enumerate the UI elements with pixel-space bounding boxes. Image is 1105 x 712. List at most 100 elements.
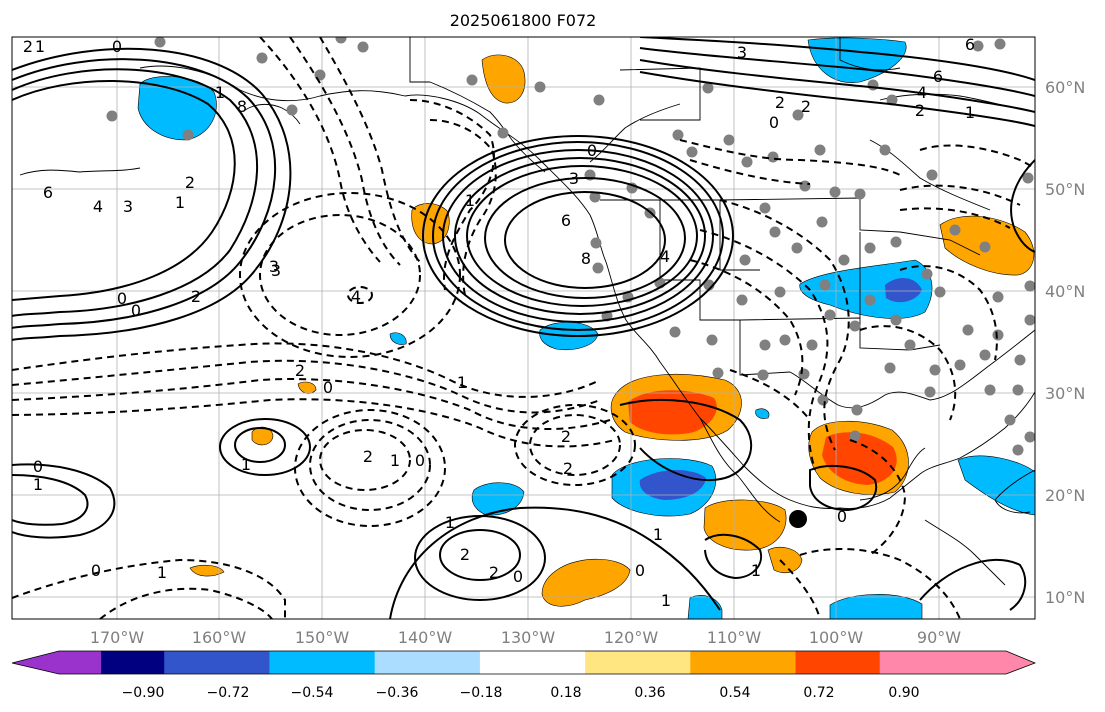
- contour-label: 2: [460, 545, 470, 564]
- map-title: 2025061800 F072: [450, 11, 597, 30]
- contour-label: 1: [35, 37, 45, 56]
- contour-label: 1: [175, 193, 185, 212]
- contour-label: 0: [415, 451, 425, 470]
- warm-anomaly-southern-mexico: [703, 499, 787, 551]
- colorbar-label: −0.54: [291, 685, 334, 701]
- lon-label: 90°W: [917, 628, 961, 647]
- colorbar-segment: [101, 651, 165, 674]
- cold-anomaly-alaska: [137, 76, 217, 141]
- colorbar-label: 0.18: [550, 685, 581, 701]
- contour-label: 6: [933, 67, 943, 86]
- dashed-contours: [12, 37, 1035, 619]
- colorbar-label: 0.54: [719, 685, 750, 701]
- warm-anomaly-gulf: [808, 420, 909, 495]
- cold-anomaly-central-pacific: [471, 482, 525, 516]
- contour-label: 6: [965, 35, 975, 54]
- colorbar-segment: [479, 651, 586, 674]
- contour-label: 2: [915, 101, 925, 120]
- station-dots: [106, 37, 1035, 456]
- contour-label: 2: [23, 37, 33, 56]
- contour-label: 3: [569, 169, 579, 188]
- lat-label: 30°N: [1045, 384, 1085, 403]
- contour-label: 0: [513, 567, 523, 586]
- contour-label: 3: [123, 197, 133, 216]
- colorbar-extend-low: [12, 651, 103, 674]
- lon-label: 110°W: [707, 628, 762, 647]
- contour-label: 2: [191, 287, 201, 306]
- contour-label: 1: [33, 475, 43, 494]
- contour-labels: 0 1 2 3 4 6 8 0 1 2 0 1 2 3 4 6 8 3 6 0 …: [23, 35, 975, 610]
- contour-label: 1: [445, 513, 455, 532]
- warm-anomaly-alaska-panhandle: [481, 54, 526, 104]
- contour-label: 0: [587, 141, 597, 160]
- highlight-station: [789, 510, 807, 528]
- contour-label: 2: [775, 93, 785, 112]
- colorbar-extend-high: [879, 651, 1035, 674]
- contour-label: 0: [117, 289, 127, 308]
- contour-label: 2: [801, 97, 811, 116]
- warm-anomaly-south-1: [541, 558, 631, 607]
- contour-label: 4: [917, 83, 927, 102]
- colorbar-segment: [269, 651, 376, 674]
- solid-contours: [12, 37, 1035, 619]
- lat-label: 40°N: [1045, 282, 1085, 301]
- contour-label: 0: [91, 561, 101, 580]
- colorbar-segment: [795, 651, 902, 674]
- warm-anomaly-tropical-pacific: [189, 564, 225, 577]
- colorbar-segments: [12, 651, 1035, 674]
- lat-label: 20°N: [1045, 486, 1085, 505]
- contour-label: 2: [185, 173, 195, 192]
- contour-label: 0: [635, 561, 645, 580]
- warm-anomaly-small: [297, 381, 317, 394]
- lon-label: 120°W: [604, 628, 659, 647]
- warm-anomaly-south-2: [767, 547, 803, 573]
- contour-label: 4: [93, 197, 103, 216]
- contour-label: 1: [653, 525, 663, 544]
- lon-label: 160°W: [192, 628, 247, 647]
- colorbar-segment: [585, 651, 691, 674]
- contour-label: 1: [390, 451, 400, 470]
- cold-anomaly-small-2: [755, 408, 770, 419]
- contour-label: 0: [769, 113, 779, 132]
- colorbar: −0.90 −0.72 −0.54 −0.36 −0.18 0.18 0.36 …: [11, 650, 1037, 701]
- longitude-axis: 170°W 160°W 150°W 140°W 130°W 120°W 110°…: [90, 628, 961, 647]
- lon-label: 150°W: [295, 628, 350, 647]
- contour-label: 2: [363, 447, 373, 466]
- contour-label: 1: [965, 103, 975, 122]
- contour-label: 6: [43, 183, 53, 202]
- lon-label: 170°W: [90, 628, 145, 647]
- cold-anomaly-caribbean: [957, 455, 1035, 516]
- warm-anomaly-pacific-north: [411, 203, 450, 245]
- colorbar-label: 0.72: [803, 685, 834, 701]
- contour-label: 3: [737, 43, 747, 62]
- contour-label: 4: [351, 287, 361, 306]
- colorbar-label: −0.72: [207, 685, 250, 701]
- contour-label: 1: [751, 561, 761, 580]
- contour-label: 1: [661, 591, 671, 610]
- contour-label: 0: [112, 37, 122, 56]
- contour-label: 2: [295, 361, 305, 380]
- contour-label: 2: [489, 563, 499, 582]
- contour-label: 0: [131, 301, 141, 320]
- map-frame: [11, 36, 1036, 620]
- colorbar-segment: [164, 651, 270, 674]
- contour-label: 0: [323, 378, 333, 397]
- colorbar-frame: [11, 650, 1037, 675]
- cold-anomaly-central-us: [799, 259, 933, 319]
- contour-label: 3: [269, 257, 279, 276]
- lat-label: 60°N: [1045, 78, 1085, 97]
- contour-label: 1: [241, 455, 251, 474]
- colorbar-segment: [374, 651, 481, 674]
- contour-label: 2: [561, 427, 571, 446]
- contour-label: 1: [215, 83, 225, 102]
- contour-label: 3: [271, 261, 281, 280]
- contour-label: 0: [33, 457, 43, 476]
- map-panel: 0 1 2 3 4 6 8 0 1 2 0 1 2 3 4 6 8 3 6 0 …: [12, 35, 1035, 619]
- lon-label: 100°W: [809, 628, 864, 647]
- lat-label: 10°N: [1045, 588, 1085, 607]
- contour-label: 1: [465, 191, 475, 210]
- lon-label: 130°W: [501, 628, 556, 647]
- colorbar-label: 0.36: [634, 685, 665, 701]
- contour-label: 0: [837, 507, 847, 526]
